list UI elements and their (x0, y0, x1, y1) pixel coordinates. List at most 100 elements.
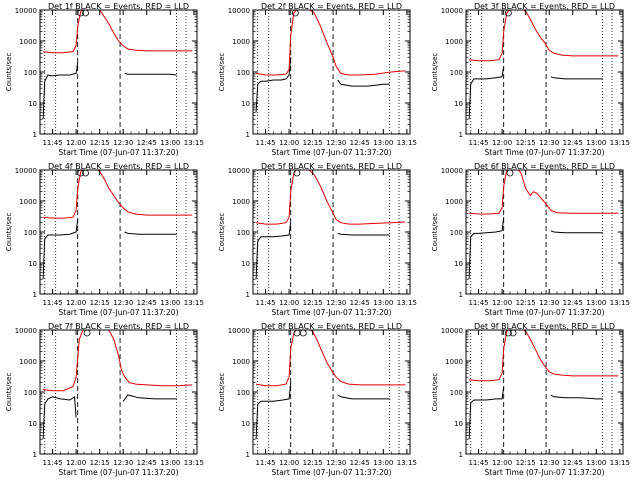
y-tick-label: 1 (33, 451, 37, 459)
y-axis-label: Counts/sec (431, 213, 439, 252)
y-tick-label: 10000 (228, 327, 250, 335)
x-tick-label: 12:45 (137, 139, 157, 147)
x-tick-label: 13:00 (160, 139, 180, 147)
x-tick-label: 12:45 (350, 139, 370, 147)
detector-panel: Det 7f BLACK = Events, RED = LLD 1 10 100 10… (5, 322, 204, 477)
x-tick-label: 13:15 (184, 459, 204, 467)
y-tick-label: 10 (28, 100, 37, 108)
y-tick-label: 100 (237, 229, 250, 237)
lld-series-line (469, 10, 619, 62)
x-tick-label: 12:00 (279, 139, 299, 147)
y-tick-label: 10 (241, 420, 250, 428)
detector-panel: Det 1f BLACK = Events, RED = LLD 1 10 100 10… (5, 2, 204, 157)
detector-panel: Det 4f BLACK = Events, RED = LLD 1 10 100 10… (5, 162, 204, 317)
x-axis-label: Start Time (07-Jun-07 11:37:20) (272, 468, 392, 477)
x-tick-label: 12:30 (326, 139, 346, 147)
y-tick-label: 1 (459, 291, 463, 299)
x-tick-label: 11:45 (42, 299, 62, 307)
lld-series-line (256, 330, 406, 387)
x-tick-label: 12:30 (326, 299, 346, 307)
x-axis-label: Start Time (07-Jun-07 11:37:20) (485, 148, 605, 157)
x-axis-label: Start Time (07-Jun-07 11:37:20) (485, 308, 605, 317)
detector-panel: Det 9f BLACK = Events, RED = LLD 1 10 100 10… (431, 322, 630, 477)
x-tick-label: 13:15 (610, 139, 630, 147)
x-tick-label: 11:45 (468, 139, 488, 147)
x-tick-label: 12:15 (303, 299, 323, 307)
panel-title: Det 1f BLACK = Events, RED = LLD (48, 2, 189, 11)
y-tick-label: 10000 (441, 167, 463, 175)
x-tick-label: 11:45 (42, 459, 62, 467)
x-tick-label: 12:45 (137, 459, 157, 467)
x-tick-label: 12:45 (137, 299, 157, 307)
x-tick-label: 12:30 (113, 299, 133, 307)
events-series-line (42, 219, 177, 280)
panel-title: Det 3f BLACK = Events, RED = LLD (474, 2, 615, 11)
x-tick-label: 13:00 (160, 299, 180, 307)
y-tick-label: 1000 (232, 358, 250, 366)
x-axis-label: Start Time (07-Jun-07 11:37:20) (272, 148, 392, 157)
x-tick-label: 12:00 (492, 139, 512, 147)
x-tick-label: 11:45 (42, 139, 62, 147)
lld-series-line (43, 170, 193, 219)
x-tick-label: 12:15 (303, 139, 323, 147)
x-tick-label: 13:15 (397, 459, 417, 467)
y-tick-label: 1000 (445, 38, 463, 46)
y-axis-label: Counts/sec (5, 213, 13, 252)
y-tick-label: 10 (241, 100, 250, 108)
y-tick-label: 1000 (19, 358, 37, 366)
x-axis-label: Start Time (07-Jun-07 11:37:20) (59, 468, 179, 477)
panel-title: Det 4f BLACK = Events, RED = LLD (48, 162, 189, 171)
y-tick-label: 100 (450, 229, 463, 237)
lld-series-line (256, 170, 406, 225)
x-tick-label: 11:45 (468, 299, 488, 307)
y-axis-label: Counts/sec (218, 213, 226, 252)
x-tick-label: 13:00 (373, 139, 393, 147)
y-tick-label: 1 (33, 131, 37, 139)
panel-title: Det 5f BLACK = Events, RED = LLD (261, 162, 402, 171)
x-tick-label: 12:15 (303, 459, 323, 467)
x-tick-label: 12:15 (516, 459, 536, 467)
y-tick-label: 100 (450, 389, 463, 397)
x-tick-label: 13:15 (397, 299, 417, 307)
x-tick-label: 12:30 (539, 299, 559, 307)
events-series-line (255, 57, 390, 113)
x-axis-label: Start Time (07-Jun-07 11:37:20) (485, 468, 605, 477)
x-tick-label: 12:30 (539, 139, 559, 147)
x-tick-label: 12:00 (66, 139, 86, 147)
y-tick-label: 100 (24, 389, 37, 397)
detector-panel: Det 2f BLACK = Events, RED = LLD 1 10 100 10… (218, 2, 417, 157)
y-tick-label: 1000 (19, 198, 37, 206)
panel-title: Det 6f BLACK = Events, RED = LLD (474, 162, 615, 171)
y-tick-label: 1000 (445, 198, 463, 206)
y-tick-label: 10 (454, 420, 463, 428)
y-tick-label: 1000 (232, 198, 250, 206)
x-tick-label: 13:00 (586, 139, 606, 147)
y-tick-label: 100 (24, 69, 37, 77)
panel-title: Det 9f BLACK = Events, RED = LLD (474, 322, 615, 331)
x-tick-label: 12:15 (516, 139, 536, 147)
x-tick-label: 11:45 (468, 459, 488, 467)
lld-series-line (43, 330, 193, 392)
x-tick-label: 12:15 (90, 459, 110, 467)
y-tick-label: 1000 (19, 38, 37, 46)
x-tick-label: 12:45 (563, 299, 583, 307)
x-tick-label: 13:00 (373, 459, 393, 467)
x-tick-label: 13:00 (160, 459, 180, 467)
y-tick-label: 100 (237, 389, 250, 397)
y-axis-label: Counts/sec (5, 373, 13, 412)
x-tick-label: 13:15 (610, 459, 630, 467)
y-tick-label: 10 (454, 260, 463, 268)
panel-title: Det 7f BLACK = Events, RED = LLD (48, 322, 189, 331)
y-tick-label: 10 (28, 420, 37, 428)
y-tick-label: 1 (459, 451, 463, 459)
x-tick-label: 12:00 (66, 299, 86, 307)
detector-panel: Det 5f BLACK = Events, RED = LLD 1 10 100 10… (218, 162, 417, 317)
x-tick-label: 12:00 (492, 459, 512, 467)
x-tick-label: 13:00 (586, 459, 606, 467)
x-axis-label: Start Time (07-Jun-07 11:37:20) (59, 148, 179, 157)
panel-title: Det 2f BLACK = Events, RED = LLD (261, 2, 402, 11)
x-tick-label: 12:45 (563, 459, 583, 467)
x-tick-label: 13:15 (184, 299, 204, 307)
x-tick-label: 12:45 (350, 299, 370, 307)
